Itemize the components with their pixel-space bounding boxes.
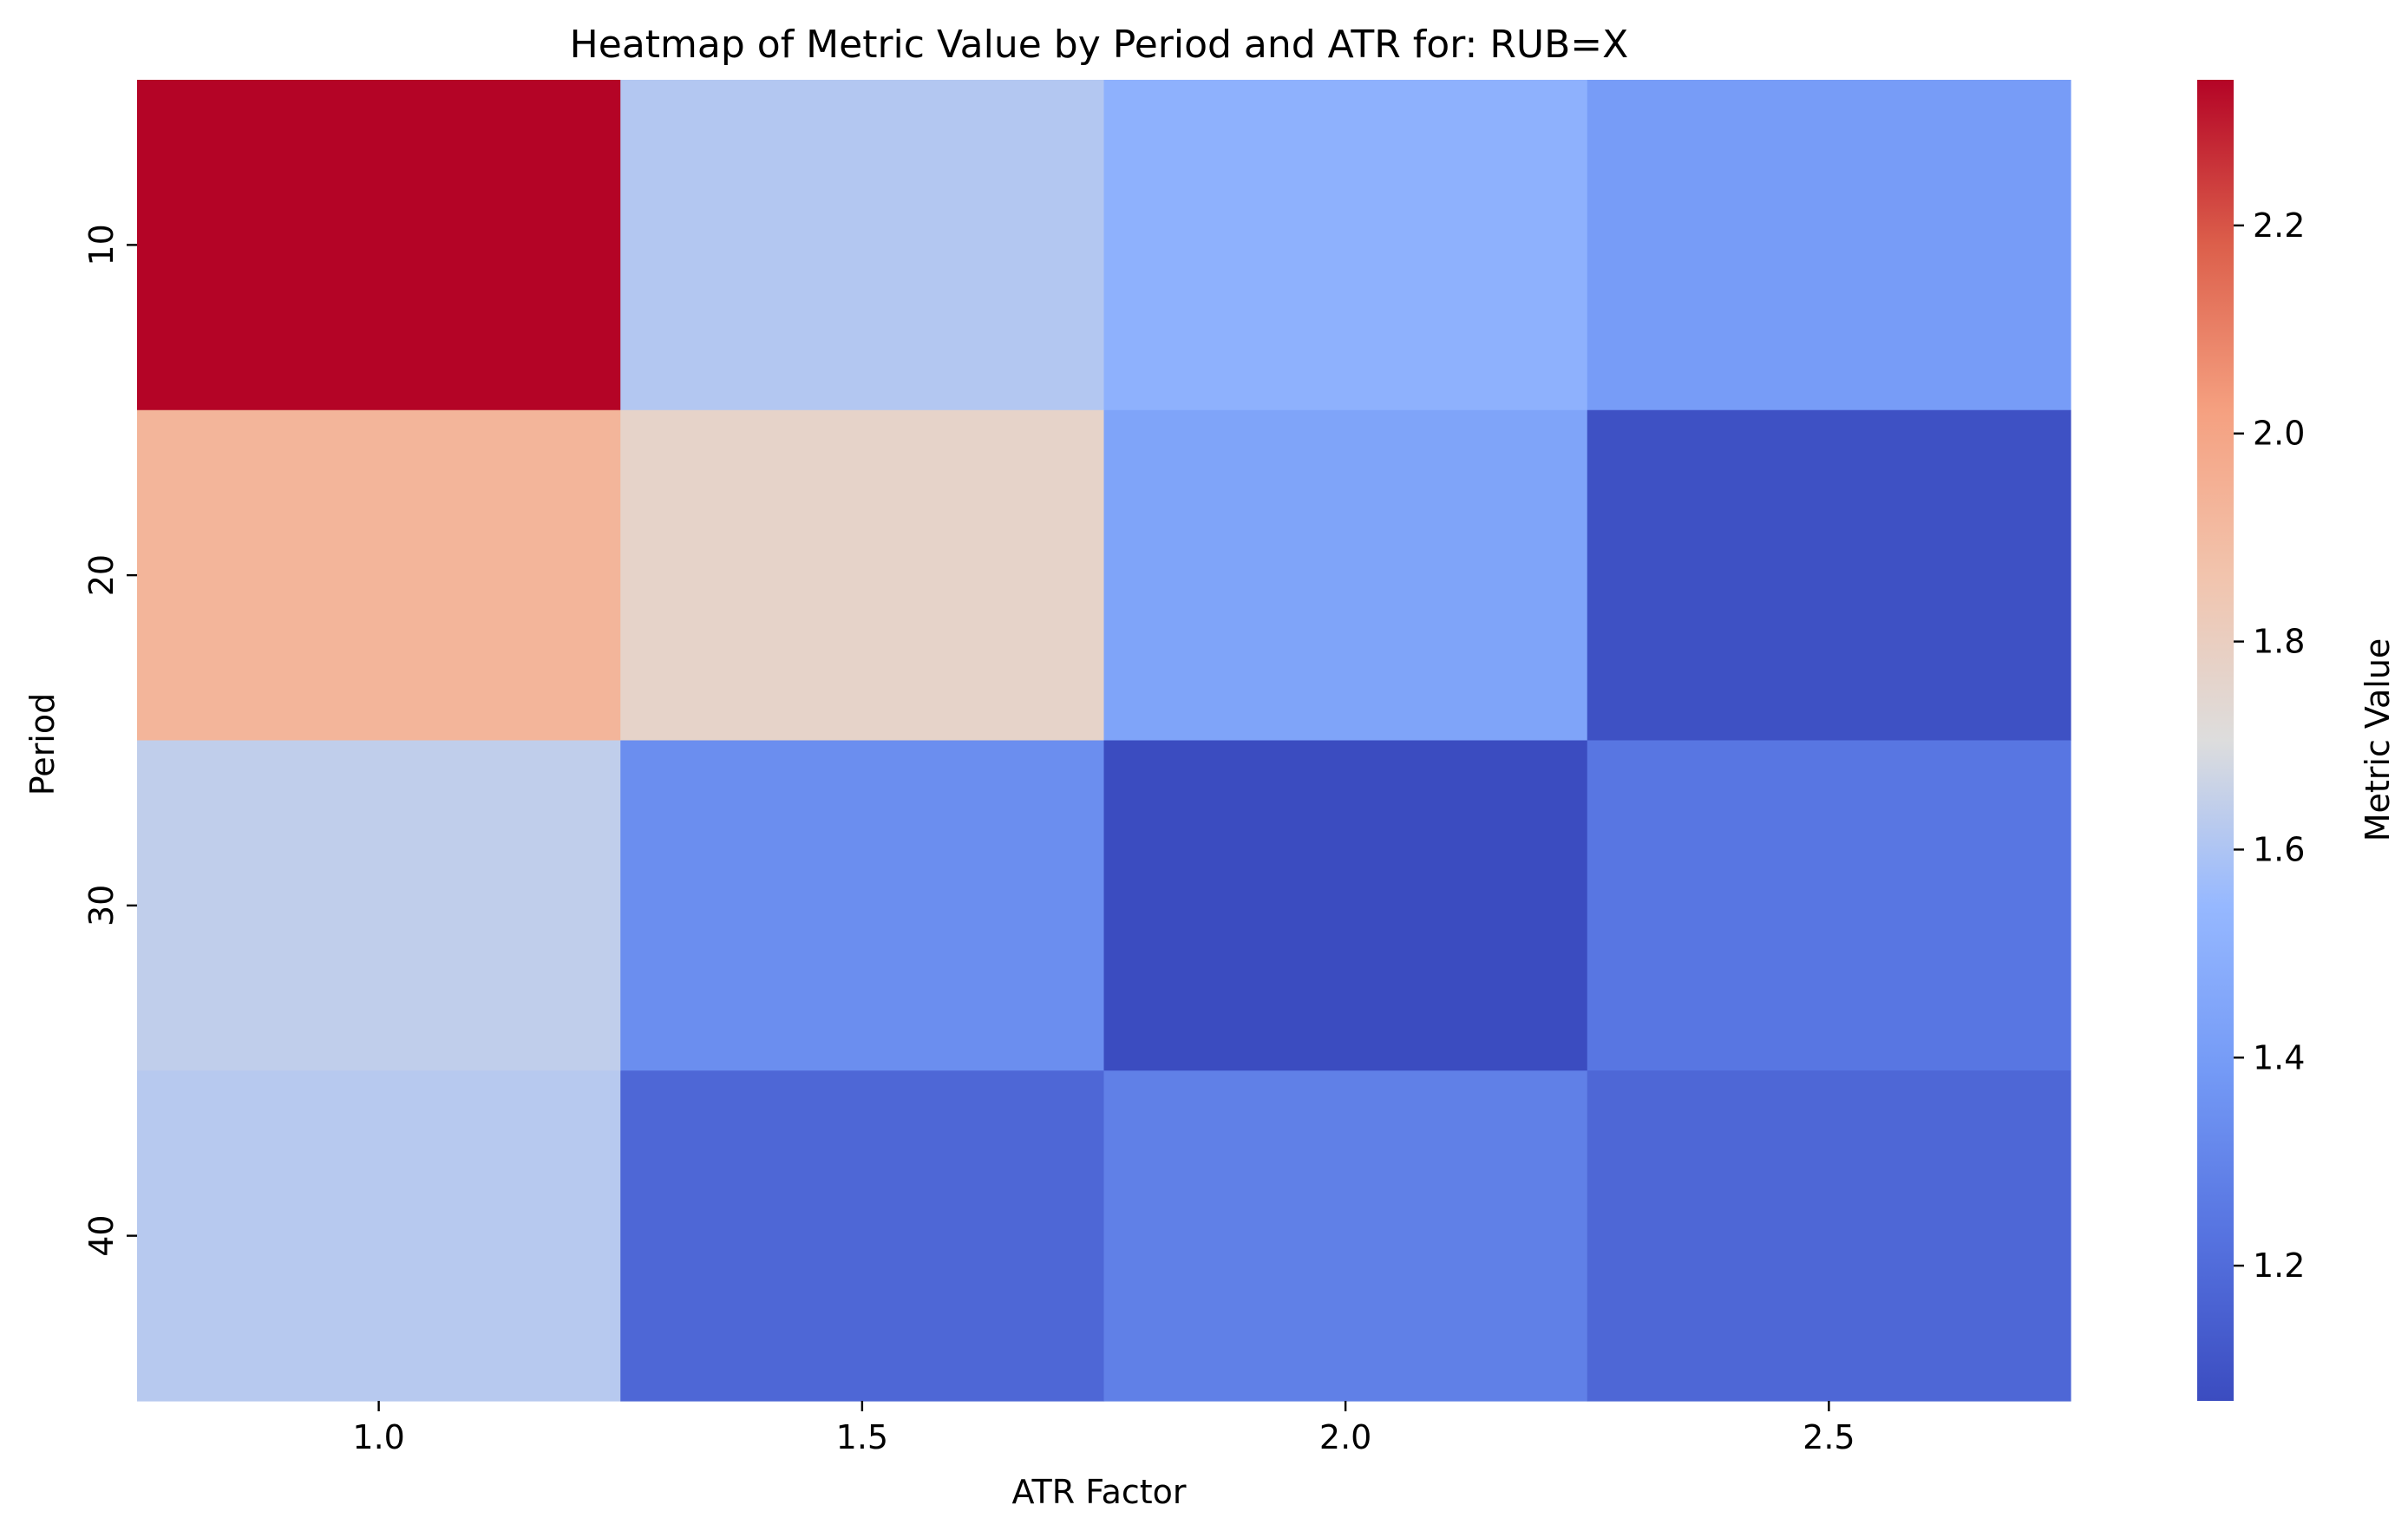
y-tick-label: 40 xyxy=(82,1214,121,1256)
colorbar-tick-label: 2.2 xyxy=(2253,206,2305,245)
x-axis-label: ATR Factor xyxy=(1011,1473,1186,1511)
heatmap-cell xyxy=(1103,740,1588,1071)
chart-title: Heatmap of Metric Value by Period and AT… xyxy=(570,23,1629,67)
heatmap-cell xyxy=(620,409,1105,742)
x-tick-label: 2.0 xyxy=(1319,1418,1371,1456)
colorbar-label: Metric Value xyxy=(2359,638,2397,842)
heatmap-cell xyxy=(1103,80,1588,411)
y-tick-label: 30 xyxy=(82,885,121,926)
colorbar-ticks: 1.2 1.4 1.6 1.8 2.0 2.2 xyxy=(2234,206,2305,1285)
heatmap-cell xyxy=(137,1070,621,1402)
heatmap-cell xyxy=(1587,740,2071,1071)
heatmap-cell xyxy=(1103,409,1588,742)
y-tick-label: 10 xyxy=(82,224,121,265)
colorbar-tick-label: 1.8 xyxy=(2253,623,2305,661)
heatmap-cell xyxy=(137,409,621,742)
heatmap-cell xyxy=(137,740,621,1071)
x-axis-ticks: 1.0 1.5 2.0 2.5 xyxy=(352,1401,1855,1456)
x-tick-label: 1.0 xyxy=(352,1418,404,1456)
x-tick-label: 2.5 xyxy=(1803,1418,1855,1456)
colorbar-tick-label: 1.2 xyxy=(2253,1246,2305,1285)
x-tick-label: 1.5 xyxy=(836,1418,888,1456)
heatmap-cell xyxy=(1587,80,2071,411)
heatmap-cell xyxy=(137,80,621,411)
colorbar-tick-label: 1.4 xyxy=(2253,1038,2305,1076)
heatmap-cells xyxy=(137,80,2071,1402)
colorbar-tick-label: 2.0 xyxy=(2253,415,2305,453)
y-axis-ticks: 10 20 30 40 xyxy=(82,224,137,1257)
y-axis-label: Period xyxy=(23,693,62,796)
colorbar-gradient xyxy=(2197,80,2234,1401)
heatmap-cell xyxy=(620,1070,1105,1402)
colorbar-tick-label: 1.6 xyxy=(2253,830,2305,868)
y-tick-label: 20 xyxy=(82,554,121,596)
colorbar: 1.2 1.4 1.6 1.8 2.0 2.2 Metric Value xyxy=(2197,80,2397,1401)
heatmap-cell xyxy=(620,740,1105,1071)
heatmap-cell xyxy=(1587,1070,2071,1402)
heatmap-cell xyxy=(620,80,1105,411)
heatmap-cell xyxy=(1587,409,2071,742)
heatmap-cell xyxy=(1103,1070,1588,1402)
